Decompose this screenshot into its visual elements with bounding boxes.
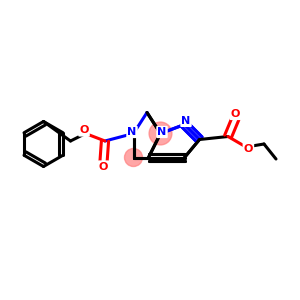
Text: N: N [128, 127, 136, 137]
Text: O: O [231, 109, 240, 119]
Circle shape [149, 122, 172, 145]
Text: O: O [244, 143, 253, 154]
Circle shape [124, 148, 142, 166]
Text: O: O [79, 125, 89, 136]
Text: N: N [158, 127, 166, 137]
Text: O: O [99, 161, 108, 172]
Text: N: N [182, 116, 190, 126]
